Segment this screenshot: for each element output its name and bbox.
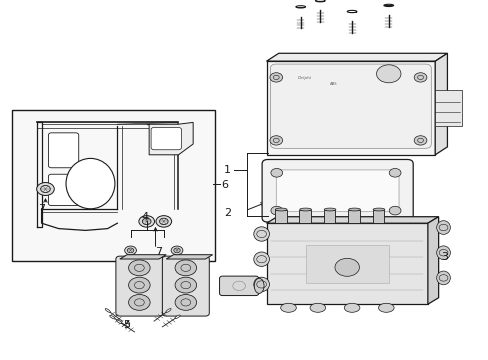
- Circle shape: [175, 260, 196, 276]
- Polygon shape: [266, 217, 438, 223]
- Ellipse shape: [324, 208, 335, 211]
- Circle shape: [388, 206, 400, 215]
- FancyBboxPatch shape: [48, 133, 79, 168]
- Ellipse shape: [116, 320, 122, 324]
- Bar: [323, 210, 335, 223]
- FancyBboxPatch shape: [116, 256, 163, 316]
- Circle shape: [139, 216, 154, 227]
- Text: 2: 2: [224, 208, 231, 218]
- Bar: [266, 223, 427, 304]
- Ellipse shape: [348, 208, 360, 211]
- Polygon shape: [149, 122, 193, 155]
- Ellipse shape: [165, 309, 171, 312]
- FancyBboxPatch shape: [276, 170, 398, 212]
- Ellipse shape: [378, 303, 393, 312]
- Circle shape: [128, 294, 150, 310]
- FancyBboxPatch shape: [262, 159, 412, 222]
- Circle shape: [171, 246, 183, 255]
- Ellipse shape: [344, 303, 359, 312]
- Ellipse shape: [309, 303, 325, 312]
- Circle shape: [124, 246, 136, 255]
- Ellipse shape: [346, 10, 356, 13]
- Bar: [305, 245, 388, 283]
- Circle shape: [269, 136, 282, 145]
- Ellipse shape: [254, 278, 264, 293]
- Bar: [372, 210, 384, 223]
- Bar: [299, 210, 310, 223]
- Ellipse shape: [436, 246, 449, 260]
- Circle shape: [413, 73, 426, 82]
- Polygon shape: [427, 217, 438, 304]
- FancyBboxPatch shape: [151, 127, 181, 150]
- Bar: [434, 90, 461, 126]
- Ellipse shape: [253, 227, 269, 241]
- Ellipse shape: [436, 271, 449, 285]
- Circle shape: [388, 168, 400, 177]
- Circle shape: [37, 183, 54, 195]
- Circle shape: [156, 216, 171, 227]
- Circle shape: [175, 277, 196, 293]
- Circle shape: [376, 65, 400, 83]
- Ellipse shape: [383, 4, 393, 6]
- Text: 7: 7: [38, 204, 45, 215]
- Ellipse shape: [105, 309, 110, 312]
- Polygon shape: [166, 255, 212, 259]
- Circle shape: [128, 277, 150, 293]
- Circle shape: [270, 168, 282, 177]
- Ellipse shape: [253, 277, 269, 292]
- Text: 5: 5: [123, 320, 130, 330]
- Bar: [347, 210, 359, 223]
- Ellipse shape: [315, 0, 325, 2]
- FancyBboxPatch shape: [48, 174, 79, 206]
- Text: 6: 6: [221, 180, 227, 190]
- Ellipse shape: [66, 158, 115, 209]
- Polygon shape: [266, 53, 447, 61]
- Ellipse shape: [280, 303, 296, 312]
- Ellipse shape: [372, 208, 384, 211]
- Text: Delphi: Delphi: [298, 76, 312, 80]
- Text: 3: 3: [440, 252, 447, 262]
- FancyBboxPatch shape: [270, 64, 430, 148]
- Circle shape: [413, 136, 426, 145]
- FancyBboxPatch shape: [162, 256, 209, 316]
- Ellipse shape: [253, 252, 269, 266]
- Ellipse shape: [175, 315, 180, 319]
- Ellipse shape: [109, 315, 115, 319]
- Text: 7: 7: [155, 247, 163, 257]
- Circle shape: [269, 73, 282, 82]
- Polygon shape: [120, 255, 166, 259]
- Circle shape: [175, 294, 196, 310]
- FancyBboxPatch shape: [219, 276, 258, 296]
- Text: 4: 4: [142, 212, 148, 222]
- Ellipse shape: [436, 221, 449, 234]
- Circle shape: [270, 206, 282, 215]
- Text: 1: 1: [224, 165, 230, 175]
- Ellipse shape: [299, 208, 311, 211]
- Polygon shape: [434, 53, 447, 155]
- Circle shape: [334, 258, 359, 276]
- Bar: [274, 210, 286, 223]
- Bar: [266, 61, 434, 155]
- Bar: [12, 110, 215, 261]
- Text: ABS: ABS: [329, 82, 337, 86]
- Ellipse shape: [275, 208, 286, 211]
- Circle shape: [128, 260, 150, 276]
- Ellipse shape: [295, 6, 305, 8]
